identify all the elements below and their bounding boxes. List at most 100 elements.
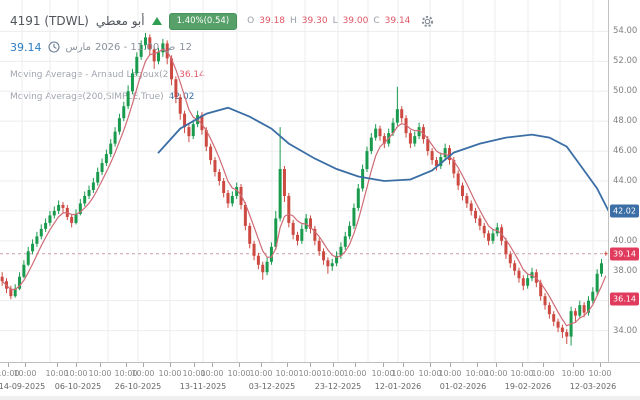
candle (256, 255, 260, 265)
symbol-name-arabic: أبو معطي (95, 14, 145, 28)
candle (556, 321, 560, 328)
candle (126, 91, 130, 107)
candle (135, 56, 139, 74)
candle (170, 58, 174, 80)
candle (491, 233, 495, 241)
time-tick-mark (543, 363, 544, 367)
time-axis[interactable]: 10:0010:0010:0010:0010:0010:0010:0010:00… (0, 362, 640, 400)
candle (474, 210, 478, 219)
candle (326, 260, 330, 267)
low-label: L (332, 16, 338, 26)
time-tick-label: 10:00 (391, 369, 415, 378)
price-axis[interactable]: 54.0052.0050.0048.0046.0044.0042.0040.00… (608, 0, 640, 362)
candle (261, 264, 265, 273)
candle (443, 148, 447, 158)
candle (599, 263, 603, 274)
candle (143, 37, 147, 45)
candle (413, 136, 417, 144)
candle (374, 128, 378, 138)
candle (330, 263, 334, 267)
candle (122, 106, 126, 119)
time-tick-label: 10:00 (131, 369, 155, 378)
candle (187, 127, 191, 137)
candle (461, 185, 465, 196)
price-tick-label: 40.00 (613, 235, 638, 246)
candle (209, 146, 213, 161)
indicator-row-alma[interactable]: Moving Average - Arnaud Legoux(21 36.14 (10, 64, 205, 86)
price-badge: 36.14 (610, 292, 639, 306)
indicator-sma200-value: 42.02 (168, 92, 195, 102)
high-value: 39.30 (301, 16, 328, 26)
candle (465, 195, 469, 204)
candle (0, 276, 4, 282)
candle (13, 288, 17, 297)
time-tick-mark (76, 363, 77, 367)
candle (70, 216, 74, 223)
change-percent-badge[interactable]: 1.40%(0.54) (168, 12, 238, 30)
ma-slow-line (157, 106, 608, 212)
date-tick-label: 14-09-2025 (0, 382, 46, 391)
time-tick-label: 10:00 (114, 369, 138, 378)
candle (430, 151, 434, 161)
candle (513, 263, 517, 271)
price-tick-label: 46.00 (613, 146, 638, 157)
time-tick-mark (212, 363, 213, 367)
candle (482, 225, 486, 234)
candle (521, 278, 525, 286)
candle (526, 278, 530, 286)
last-price-value: 39.14 (10, 40, 42, 54)
indicator-sma200-label: Moving Average(200,SIMPLE,True) (10, 92, 164, 102)
candle (39, 228, 43, 237)
candle (109, 143, 113, 155)
price-tick-label: 52.00 (613, 56, 638, 67)
time-tick-mark (383, 363, 384, 367)
candle (452, 160, 456, 174)
plot-area: Moving Average - Arnaud Legoux(21 36.14 … (0, 0, 608, 362)
time-tick-mark (287, 363, 288, 367)
candle (230, 195, 234, 204)
candle (282, 169, 286, 196)
candle (200, 115, 204, 131)
close-value: 39.14 (384, 16, 411, 26)
candle (595, 273, 599, 292)
candle (52, 210, 56, 216)
time-tick-label: 10:00 (561, 369, 585, 378)
candle (408, 133, 412, 144)
clock-icon (47, 41, 60, 53)
price-tick-label: 50.00 (613, 86, 638, 97)
price-tick-label: 38.00 (613, 265, 638, 276)
candle (44, 222, 48, 229)
axis-bottom-strip (0, 396, 640, 400)
candle (35, 236, 39, 244)
candle (9, 288, 13, 297)
time-tick-label: 10:00 (88, 369, 112, 378)
settings-gear-icon[interactable] (421, 15, 434, 28)
candle (148, 37, 152, 50)
date-tick-label: 26-10-2025 (114, 382, 162, 391)
candle (348, 225, 352, 237)
candle (356, 188, 360, 208)
candle (339, 246, 343, 256)
datetime-part: 12 (179, 41, 193, 53)
open-value: 39.18 (259, 16, 286, 26)
candle (434, 160, 438, 167)
candle (130, 73, 134, 92)
date-tick-label: 01-02-2026 (439, 382, 487, 391)
time-tick-label: 10:00 (275, 369, 299, 378)
time-tick-label: 10:00 (418, 369, 442, 378)
time-tick-mark (261, 363, 262, 367)
candle (395, 109, 399, 123)
time-tick-label: 10:00 (0, 369, 20, 378)
indicator-row-sma200[interactable]: Moving Average(200,SIMPLE,True) 42.02 (10, 86, 205, 108)
chart-header: 4191 (TDWL) أبو معطي 1.40%(0.54) O 39.18… (10, 10, 434, 58)
indicator-alma-value: 36.14 (179, 70, 205, 80)
candle (317, 240, 321, 252)
date-tick-label: 12-01-2026 (374, 382, 422, 391)
chart-canvas[interactable] (0, 0, 608, 362)
candle (183, 113, 187, 128)
candle (165, 43, 169, 59)
candle (391, 122, 395, 134)
candle (235, 186, 239, 196)
price-tick-label: 48.00 (613, 116, 638, 127)
